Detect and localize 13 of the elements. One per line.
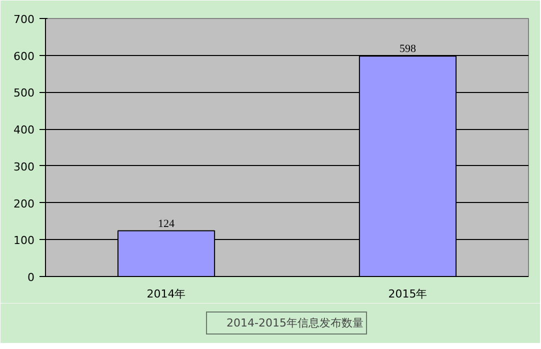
y-tick-label: 700: [14, 13, 35, 26]
x-tick-label: 2014年: [146, 288, 186, 300]
y-tick-label: 600: [14, 50, 35, 63]
y-tick-label: 200: [14, 197, 35, 210]
y-tick-label: 500: [14, 86, 35, 100]
y-tick-label: 400: [14, 124, 35, 137]
data-label: 124: [158, 218, 175, 230]
y-tick-label: 100: [14, 234, 35, 248]
x-tick-label: 2015年: [388, 288, 428, 300]
data-label: 598: [400, 43, 416, 56]
text: 2014-2015年信息发布数量: [226, 316, 364, 330]
y-tick-label: 300: [14, 160, 35, 174]
y-tick-label: 0: [28, 271, 34, 284]
